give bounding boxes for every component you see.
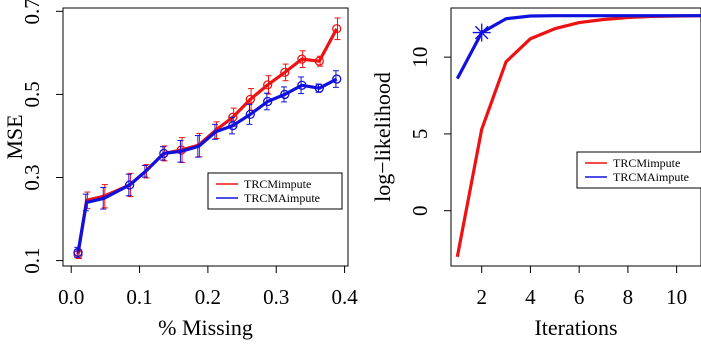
x-tick-label: 2: [476, 285, 487, 309]
x-tick-label: 4: [525, 285, 536, 309]
y-axis-label: MSE: [2, 114, 27, 159]
series-group: [455, 14, 701, 258]
x-axis-label: % Missing: [158, 315, 253, 340]
loglik-chart-panel: 2 4 6 8 10 0 5 10 Iterations log−likelihood TRCMim…: [370, 7, 701, 340]
legend-label: TRCMAimpute: [244, 191, 320, 205]
x-tick-label: 0.0: [58, 285, 84, 309]
data-point: [245, 94, 255, 105]
y-tick-label: 0: [408, 205, 432, 216]
mse-chart-panel: 0.0 0.1 0.2 0.3 0.4 0.1 0.3 0.5 0.7 % Missing MSE T…: [2, 0, 358, 340]
data-point: [124, 180, 135, 190]
legend-label: TRCMimpute: [613, 156, 680, 170]
legend-box: [576, 151, 701, 189]
data-point: [314, 83, 324, 93]
y-tick-label: 0.1: [20, 247, 44, 273]
legend-label: TRCMimpute: [244, 177, 311, 191]
data-point: [280, 67, 290, 78]
x-tick-label: 0.2: [195, 285, 221, 309]
asterisk-marker: [474, 25, 489, 40]
series-line-trcmimpute: [455, 14, 701, 258]
x-axis-label: Iterations: [534, 315, 617, 340]
data-point: [297, 54, 307, 64]
x-tick-label: 8: [623, 285, 634, 309]
plot-frame: [450, 7, 701, 267]
x-tick-label: 0.3: [263, 285, 289, 309]
data-point: [314, 56, 324, 66]
y-tick-label: 0.5: [20, 81, 44, 107]
data-point: [263, 80, 273, 90]
x-tick-label: 0.1: [126, 285, 152, 309]
series-line-trcmimpute: [76, 28, 339, 255]
data-point: [332, 74, 342, 84]
data-point: [159, 148, 169, 159]
data-point: [280, 89, 290, 100]
y-tick-label: 0.7: [20, 0, 44, 24]
y-tick-label: 5: [408, 129, 432, 140]
data-point: [332, 24, 342, 34]
data-point: [263, 96, 273, 107]
y-tick-label: 10: [408, 47, 432, 68]
x-tick-label: 0.4: [331, 285, 358, 309]
x-tick-label: 6: [574, 285, 585, 309]
series-group: [73, 17, 342, 260]
data-point: [73, 247, 83, 257]
y-axis-label: log−likelihood: [370, 72, 395, 202]
legend-box: [207, 172, 343, 210]
legend-label: TRCMAimpute: [613, 170, 689, 184]
series-line-trcmaimpute: [76, 77, 338, 253]
data-point: [297, 80, 307, 90]
x-tick-label: 10: [666, 285, 687, 309]
series-line-trcmaimpute: [455, 14, 701, 80]
data-point: [245, 109, 255, 120]
data-point: [228, 120, 238, 131]
y-tick-label: 0.3: [20, 164, 44, 190]
plot-frame: [62, 7, 349, 267]
